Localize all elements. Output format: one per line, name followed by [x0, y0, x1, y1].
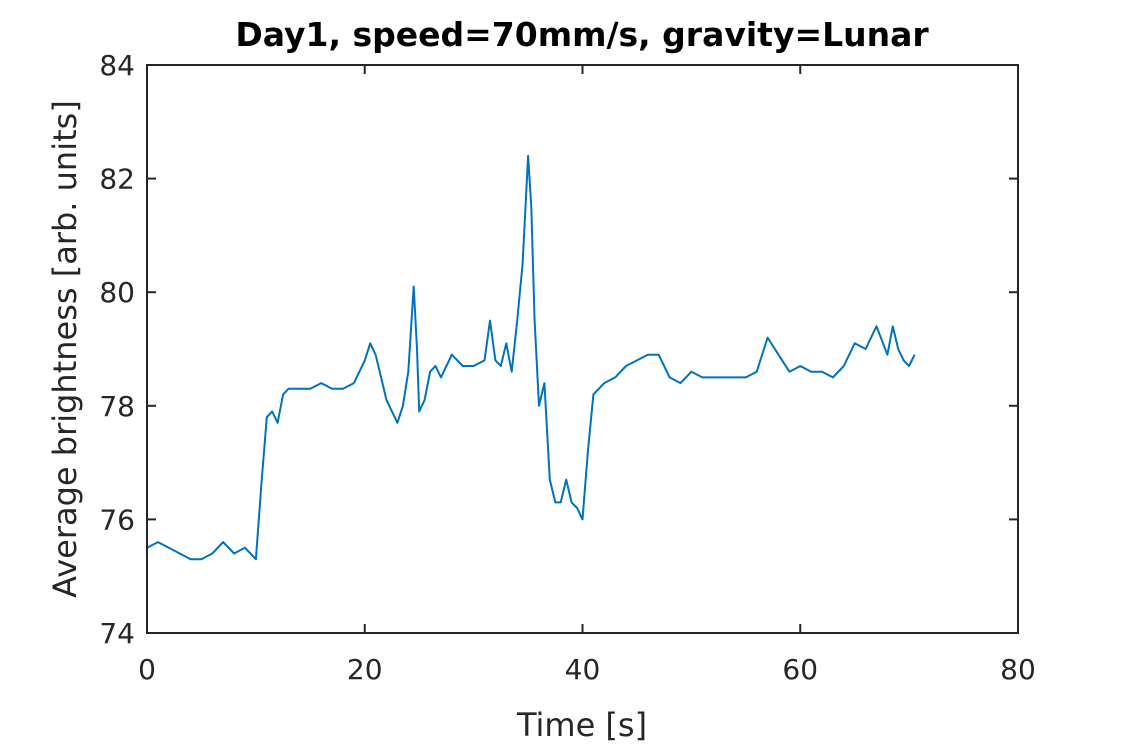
x-tick-label: 80	[1000, 653, 1036, 686]
x-tick-label: 20	[347, 653, 383, 686]
x-tick-label: 60	[782, 653, 818, 686]
x-tick-label: 40	[565, 653, 601, 686]
y-tick-label: 82	[99, 163, 135, 196]
x-axis-label: Time [s]	[516, 706, 647, 744]
y-tick-label: 84	[99, 49, 135, 82]
y-tick-label: 76	[99, 503, 135, 536]
y-tick-label: 78	[99, 390, 135, 423]
plot-frame	[146, 64, 1019, 634]
chart-title: Day1, speed=70mm/s, gravity=Lunar	[235, 15, 929, 54]
series-line-0	[146, 154, 916, 561]
y-tick-label: 80	[99, 276, 135, 309]
y-axis: 74 76 78 80 82 84	[99, 49, 1018, 650]
x-axis: 0 20 40 60 80	[138, 65, 1036, 686]
y-tick-label: 74	[99, 617, 135, 650]
plot-area	[146, 154, 916, 561]
x-tick-label: 0	[138, 653, 156, 686]
y-axis-label: Average brightness [arb. units]	[46, 100, 84, 598]
